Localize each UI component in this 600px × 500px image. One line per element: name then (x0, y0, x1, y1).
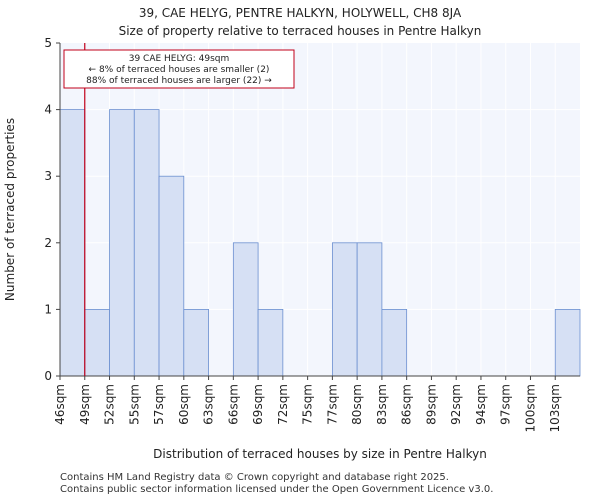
x-tick-label: 89sqm (424, 384, 438, 425)
x-tick-label: 46sqm (53, 384, 67, 425)
y-tick-label: 3 (44, 169, 52, 183)
x-tick-label: 77sqm (325, 384, 339, 425)
x-tick-label: 83sqm (375, 384, 389, 425)
bar-52sqm (109, 109, 135, 377)
y-tick-label: 5 (44, 36, 52, 50)
annotation-line: ← 8% of terraced houses are smaller (2) (89, 65, 270, 75)
y-tick-label: 2 (44, 236, 52, 250)
x-tick-label: 103sqm (548, 384, 562, 432)
y-tick-label: 4 (44, 103, 52, 117)
bar-83sqm (381, 308, 408, 377)
y-tick-label: 0 (44, 369, 52, 383)
bar-57sqm (158, 175, 185, 377)
x-tick-label: 100sqm (523, 384, 537, 432)
bar-46sqm (59, 109, 86, 377)
bar-103sqm (554, 308, 581, 377)
annotation-line: 39 CAE HELYG: 49sqm (129, 54, 230, 64)
x-tick-label: 72sqm (276, 384, 290, 425)
x-tick-label: 86sqm (400, 384, 414, 425)
x-tick-label: 52sqm (103, 384, 117, 425)
x-tick-label: 66sqm (226, 384, 240, 425)
bar-66sqm (232, 242, 259, 377)
x-tick-label: 57sqm (152, 384, 166, 425)
x-tick-label: 92sqm (449, 384, 463, 425)
bar-69sqm (257, 308, 284, 377)
x-tick-label: 75sqm (301, 384, 315, 425)
chart-subtitle: Size of property relative to terraced ho… (118, 24, 482, 38)
x-tick-label: 49sqm (78, 384, 92, 425)
bar-49sqm (84, 308, 110, 377)
chart-title: 39, CAE HELYG, PENTRE HALKYN, HOLYWELL, … (138, 6, 462, 20)
y-tick-label: 1 (44, 302, 52, 316)
annotation-box (63, 49, 295, 89)
x-tick-label: 69sqm (251, 384, 265, 425)
x-tick-label: 94sqm (474, 384, 488, 425)
x-tick-label: 80sqm (350, 384, 364, 425)
bar-55sqm (133, 109, 160, 377)
x-tick-label: 63sqm (202, 384, 216, 425)
x-tick-label: 60sqm (177, 384, 191, 425)
annotation-line: 88% of terraced houses are larger (22) → (86, 76, 272, 86)
bar-80sqm (356, 242, 383, 377)
bar-77sqm (331, 242, 358, 377)
y-axis-label: Number of terraced properties (3, 118, 17, 301)
footer-licence: Contains public sector information licen… (60, 484, 494, 495)
x-axis-label: Distribution of terraced houses by size … (153, 447, 487, 461)
x-tick-label: 55sqm (127, 384, 141, 425)
bar-60sqm (183, 308, 209, 377)
x-tick-label: 97sqm (499, 384, 513, 425)
footer-copyright: Contains HM Land Registry data © Crown c… (60, 472, 449, 483)
